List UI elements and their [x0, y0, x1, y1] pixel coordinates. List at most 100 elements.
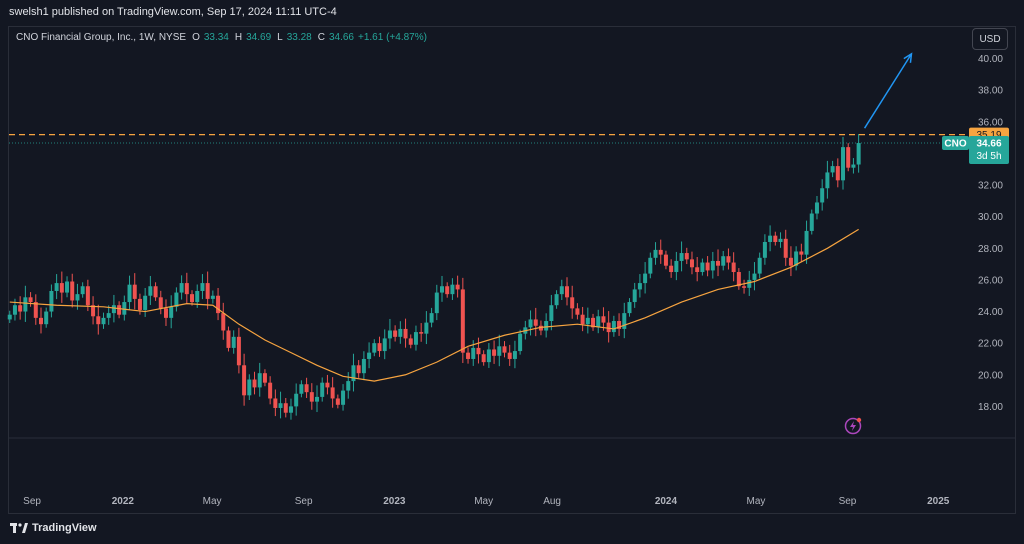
x-axis-tick-label: May — [747, 496, 766, 507]
candle-body — [710, 260, 715, 271]
candle-body — [221, 313, 226, 331]
x-axis-tick-label: 2023 — [383, 496, 406, 507]
ticker-label: CNO — [944, 139, 966, 150]
y-axis-tick-label: 36.00 — [978, 117, 1003, 128]
candle-body — [773, 235, 778, 242]
candle-body — [481, 354, 486, 363]
y-axis-tick-label: 18.00 — [978, 402, 1003, 413]
x-axis-tick-label: May — [203, 496, 222, 507]
ticker-tag — [942, 136, 969, 151]
candle-body — [601, 316, 606, 323]
candle-body — [49, 290, 54, 312]
candle-body — [304, 384, 309, 393]
candle-body — [721, 256, 726, 266]
candle-body — [85, 286, 90, 306]
candle-body — [247, 379, 252, 396]
legend-open-label: O — [192, 32, 200, 43]
moving-average-line — [9, 228, 859, 382]
candle-body — [231, 336, 236, 348]
candle-body — [205, 283, 210, 299]
trend-arrow-line — [863, 53, 913, 129]
candle-body — [783, 238, 788, 258]
candle-body — [28, 297, 33, 303]
candle-body — [195, 290, 200, 303]
candle-body — [216, 295, 221, 314]
candle-body — [252, 379, 257, 388]
candle-body — [533, 319, 538, 326]
legend-low-label: L — [277, 32, 283, 43]
candle-body — [637, 283, 642, 290]
chart-pane[interactable] — [8, 26, 1016, 514]
candle-body — [341, 390, 346, 405]
candle-body — [611, 321, 616, 333]
candle-body — [445, 286, 450, 295]
candle-body — [466, 352, 471, 359]
candle-body — [398, 328, 403, 337]
candle-body — [403, 328, 408, 339]
candle-body — [538, 325, 543, 331]
candle-body — [174, 292, 179, 307]
candle-body — [361, 358, 366, 374]
publish-header: swelsh1 published on TradingView.com, Se… — [0, 0, 1024, 26]
y-axis-tick-label: 28.00 — [978, 244, 1003, 255]
candle-body — [841, 147, 846, 181]
currency-button[interactable]: USD — [972, 28, 1008, 50]
y-axis-tick-label: 22.00 — [978, 339, 1003, 350]
y-axis-tick-label: 26.00 — [978, 275, 1003, 286]
candle-body — [518, 333, 523, 352]
candle-body — [44, 311, 49, 325]
legend-low-value: 33.28 — [286, 32, 312, 43]
trend-arrow-head — [903, 52, 913, 63]
candle-body — [820, 188, 825, 203]
candle-body — [768, 235, 773, 242]
candle-body — [497, 346, 502, 356]
candle-body — [12, 305, 17, 315]
candle-body — [450, 284, 455, 295]
candle-body — [851, 164, 856, 168]
candle-body — [814, 202, 819, 214]
candle-body — [564, 286, 569, 298]
candle-body — [346, 381, 351, 391]
candle-body — [294, 393, 299, 407]
last-price-tag — [969, 136, 1009, 165]
tradingview-logo-icon — [10, 523, 28, 533]
candle-body — [413, 332, 418, 345]
candle-body — [315, 396, 320, 402]
candle-body — [762, 241, 767, 258]
y-axis-tick-label: 30.00 — [978, 212, 1003, 223]
candle-body — [653, 249, 658, 258]
candle-body — [778, 238, 783, 242]
candle-body — [559, 286, 564, 295]
candle-body — [799, 251, 804, 255]
candle-body — [700, 262, 705, 273]
candle-body — [351, 365, 356, 382]
candle-body — [585, 317, 590, 325]
event-notification-dot — [856, 417, 862, 423]
candle-body — [236, 336, 241, 366]
candle-body — [434, 292, 439, 314]
candle-body — [736, 272, 741, 287]
candle-body — [643, 273, 648, 284]
candle-body — [382, 338, 387, 352]
candle-body — [18, 305, 23, 312]
candle-body — [190, 294, 195, 303]
candle-body — [658, 249, 663, 255]
candle-body — [757, 257, 762, 274]
legend-symbol[interactable]: CNO Financial Group, Inc., 1W, NYSE — [16, 32, 187, 43]
candle-body — [695, 267, 700, 273]
tradingview-brand-text: TradingView — [32, 522, 97, 534]
candle-body — [179, 283, 184, 293]
candle-body — [716, 260, 721, 266]
candle-body — [570, 297, 575, 309]
candle-body — [689, 259, 694, 268]
candle-body — [7, 314, 12, 320]
candle-body — [75, 294, 80, 301]
candle-body — [330, 387, 335, 399]
candle-body — [325, 382, 330, 388]
candle-body — [648, 257, 653, 274]
candle-body — [169, 306, 174, 318]
candle-body — [512, 351, 517, 359]
event-lightning-icon — [850, 421, 856, 431]
candle-body — [122, 302, 127, 315]
